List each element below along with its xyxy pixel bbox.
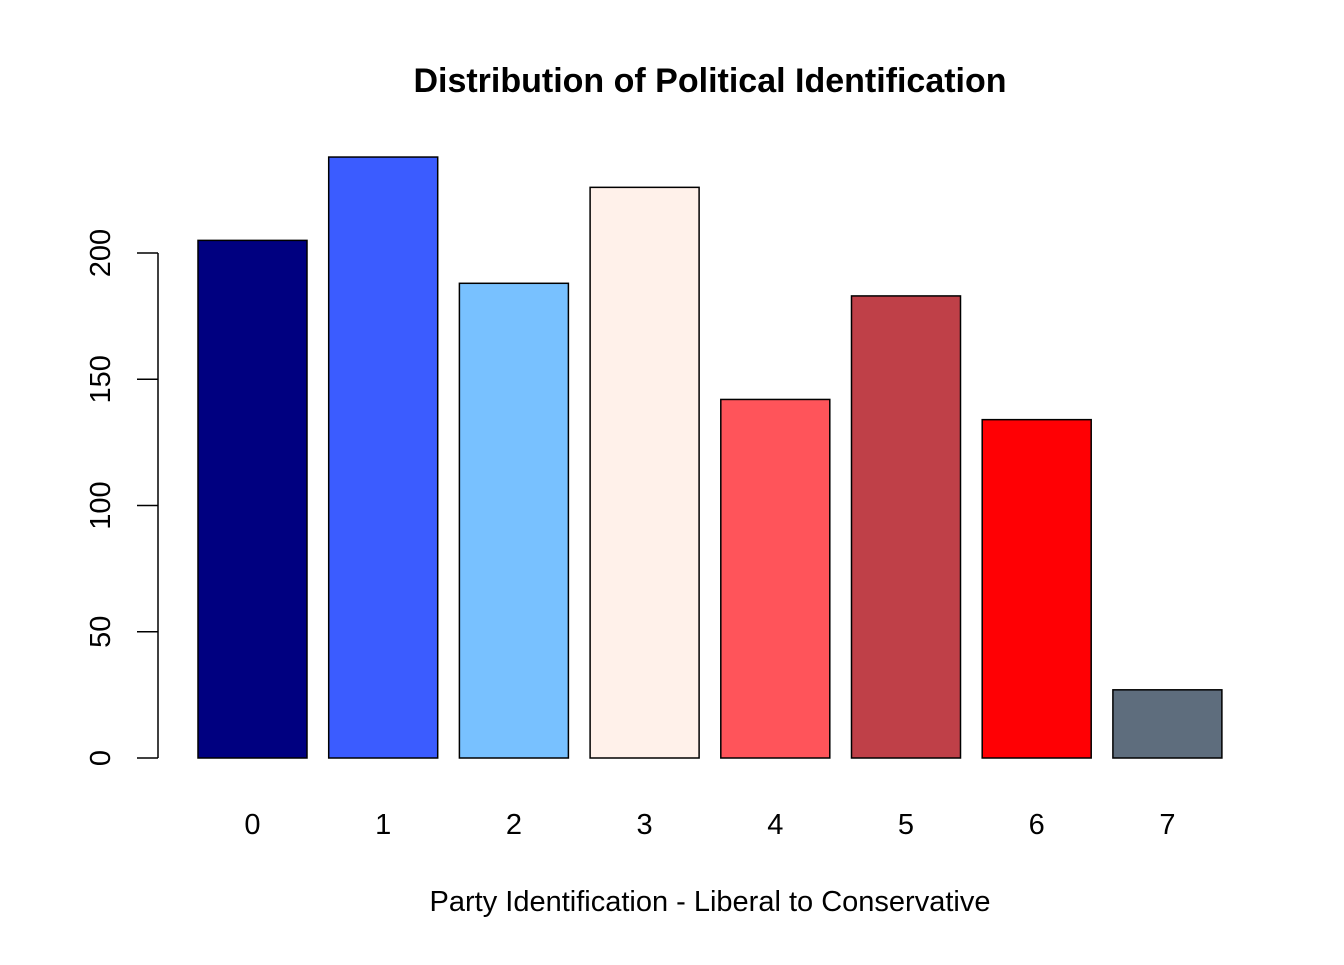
- x-tick-label: 6: [1029, 809, 1045, 841]
- x-tick-label: 7: [1159, 809, 1175, 841]
- bar-6: [981, 418, 1092, 759]
- y-tick-label: 150: [85, 355, 117, 403]
- y-tick-label: 200: [85, 229, 117, 277]
- bar-0: [197, 239, 308, 759]
- x-axis-label: Party Identification - Liberal to Conser…: [430, 886, 991, 918]
- x-tick-label: 2: [506, 809, 522, 841]
- chart-title: Distribution of Political Identification: [413, 62, 1006, 100]
- x-tick-label: 5: [898, 809, 914, 841]
- y-tick-label: 50: [85, 616, 117, 648]
- bars: [197, 156, 1223, 759]
- bar-2: [458, 282, 570, 759]
- x-axis-tick-labels: 0 1 2 3 4 5 6 7: [244, 809, 1175, 841]
- x-tick-label: 0: [244, 809, 260, 841]
- x-tick-label: 4: [767, 809, 783, 841]
- bar-7: [1112, 689, 1223, 759]
- bar-4: [720, 398, 831, 759]
- y-tick-label: 0: [85, 750, 117, 766]
- bar-5: [850, 295, 962, 759]
- bar-3: [589, 186, 700, 759]
- bar-1: [327, 156, 439, 759]
- y-axis: 0 50 100 150 200: [85, 229, 159, 766]
- x-tick-label: 1: [375, 809, 391, 841]
- y-tick-label: 100: [85, 481, 117, 529]
- x-tick-label: 3: [637, 809, 653, 841]
